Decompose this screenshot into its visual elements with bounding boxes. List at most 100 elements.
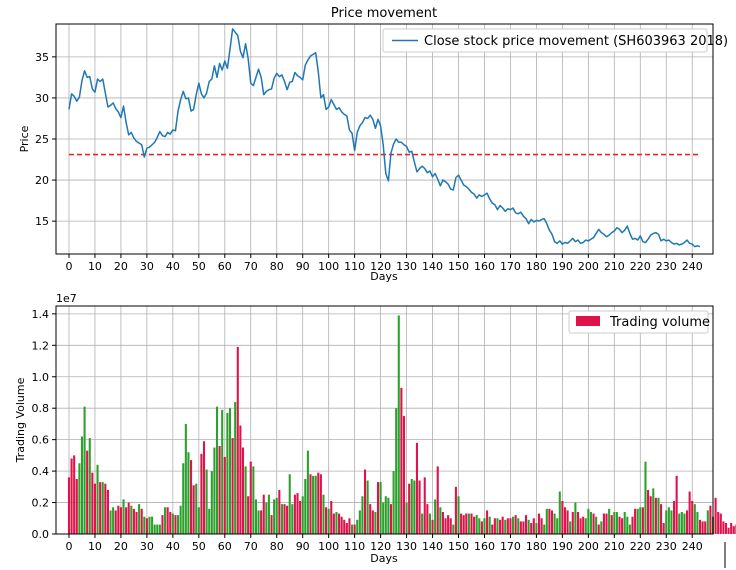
volume-bar [304, 478, 307, 534]
volume-bar [293, 494, 296, 534]
volume-bar [218, 445, 221, 534]
volume-bar [236, 346, 239, 534]
volume-bar [543, 524, 546, 534]
volume-bar [462, 515, 465, 534]
price-x-tick-label: 90 [296, 260, 310, 273]
volume-bar [148, 516, 151, 534]
volume-bar [106, 489, 109, 534]
volume-y-tick-label: 0.6 [32, 434, 50, 447]
volume-bar [600, 521, 603, 534]
volume-bar [205, 469, 208, 534]
volume-bar [140, 508, 143, 534]
volume-bar [558, 491, 561, 534]
price-x-tick-label: 180 [526, 260, 547, 273]
volume-bar [400, 387, 403, 534]
volume-bar [164, 507, 167, 534]
price-x-tick-label: 100 [318, 260, 339, 273]
volume-bar [480, 521, 483, 534]
volume-bar [101, 482, 104, 534]
volume-bar [143, 516, 146, 534]
volume-bar [187, 452, 190, 534]
volume-bar [202, 441, 206, 534]
volume-bar [496, 518, 499, 534]
volume-bar [335, 511, 338, 534]
volume-bar [426, 504, 429, 534]
volume-legend-box [568, 310, 709, 334]
volume-bar [652, 488, 655, 534]
volume-x-tick-label: 40 [166, 540, 180, 553]
volume-bar [436, 466, 439, 534]
volume-bar [288, 474, 291, 534]
price-series-line [68, 28, 701, 248]
price-x-tick-label: 80 [270, 260, 284, 273]
volume-bar [395, 408, 398, 534]
volume-bar [441, 511, 444, 534]
volume-x-tick-label: 30 [140, 540, 154, 553]
volume-bar [384, 496, 387, 534]
volume-bar [192, 485, 195, 534]
volume-bar [234, 401, 237, 534]
volume-bar [447, 515, 450, 534]
volume-bar [491, 524, 494, 534]
volume-bar [275, 497, 278, 534]
volume-bar [621, 518, 624, 534]
volume-bar [660, 504, 663, 534]
volume-bar [556, 518, 559, 534]
volume-x-tick-label: 0 [65, 540, 72, 553]
volume-bar [698, 519, 702, 534]
volume-bar [548, 508, 551, 534]
volume-bar [340, 516, 343, 534]
volume-bar [413, 480, 416, 534]
volume-bar [519, 521, 522, 534]
price-x-tick-label: 130 [396, 260, 417, 273]
volume-bar [208, 508, 211, 534]
price-x-tick-label: 170 [500, 260, 521, 273]
volume-bar [221, 409, 224, 534]
volume-y-offset-text: 1e7 [56, 292, 77, 305]
volume-bar [475, 515, 478, 534]
volume-bar [86, 450, 89, 534]
volume-x-axis-label: Days [370, 552, 398, 565]
volume-y-tick-label: 1.4 [32, 308, 50, 321]
volume-bar [454, 486, 457, 534]
volume-bar [626, 516, 629, 534]
price-y-tick-label: 25 [35, 133, 49, 146]
price-x-ticks: 0 10 20 30 40 50 60 70 80 90 100 110 120 130 140 150 160… [65, 254, 703, 273]
volume-bar [278, 489, 281, 534]
volume-bar [200, 453, 203, 534]
volume-bar [615, 511, 618, 534]
volume-legend-label: Trading volume [609, 315, 710, 330]
volume-bar [483, 518, 486, 534]
volume-bar [574, 502, 577, 534]
volume-bar [592, 513, 595, 534]
volume-bar [566, 510, 569, 534]
volume-bar [465, 513, 468, 534]
volume-bar [179, 505, 182, 534]
volume-bar [532, 518, 535, 534]
volume-bar [343, 519, 346, 534]
volume-bar [177, 515, 180, 534]
price-x-tick-label: 110 [344, 260, 365, 273]
price-chart-grid [56, 24, 713, 254]
volume-x-tick-label: 210 [604, 540, 625, 553]
price-series-path [68, 28, 701, 248]
volume-bar [602, 513, 605, 534]
volume-bar [376, 482, 380, 534]
volume-bar [348, 518, 351, 534]
price-chart-title: Price movement [331, 6, 437, 21]
volume-bar [317, 472, 320, 534]
volume-bar [727, 527, 730, 534]
volume-bar [306, 450, 309, 534]
price-x-tick-label: 50 [192, 260, 206, 273]
volume-bar [576, 511, 580, 534]
volume-bar [301, 496, 304, 534]
volume-bar [309, 474, 312, 534]
volume-bar [540, 518, 543, 534]
volume-bar [608, 508, 611, 534]
volume-bar [166, 507, 169, 534]
volume-bar [421, 513, 424, 534]
volume-bar [509, 518, 512, 534]
volume-bar [371, 510, 374, 534]
volume-bar [114, 510, 117, 534]
volume-bar [410, 478, 413, 534]
